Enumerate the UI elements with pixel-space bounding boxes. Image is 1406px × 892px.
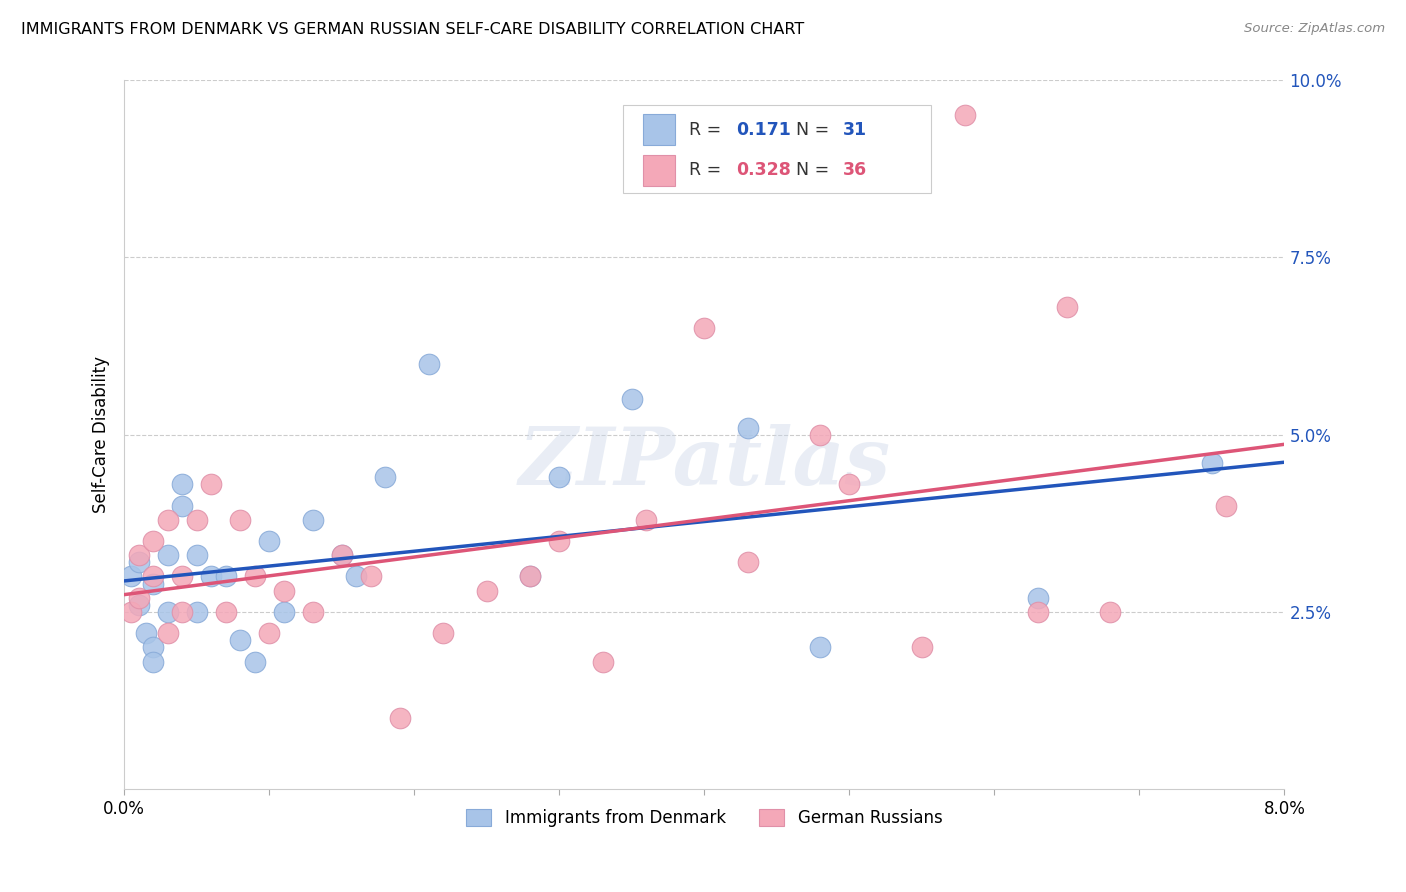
Point — [808, 640, 831, 655]
Point — [200, 477, 222, 491]
Text: 0.171: 0.171 — [735, 120, 790, 138]
Point — [388, 711, 411, 725]
Legend: Immigrants from Denmark, German Russians: Immigrants from Denmark, German Russians — [460, 803, 949, 834]
Point — [360, 569, 382, 583]
Point — [186, 513, 208, 527]
Point — [128, 555, 150, 569]
Point — [200, 569, 222, 583]
Point — [186, 548, 208, 562]
Point — [808, 427, 831, 442]
Point — [548, 470, 571, 484]
Point — [215, 605, 238, 619]
Point — [257, 533, 280, 548]
Point — [128, 591, 150, 605]
Point — [737, 555, 759, 569]
Point — [301, 513, 323, 527]
Point — [229, 633, 252, 648]
Text: Source: ZipAtlas.com: Source: ZipAtlas.com — [1244, 22, 1385, 36]
Text: N =: N = — [796, 120, 835, 138]
Point — [156, 605, 179, 619]
Point — [911, 640, 934, 655]
Point — [1056, 300, 1078, 314]
Point — [1026, 591, 1049, 605]
Point — [519, 569, 541, 583]
Point — [636, 513, 658, 527]
Text: ZIPatlas: ZIPatlas — [519, 425, 890, 501]
Point — [432, 626, 454, 640]
Point — [1201, 456, 1223, 470]
Bar — [643, 114, 675, 145]
Bar — [643, 154, 675, 186]
Point — [135, 626, 157, 640]
Point — [273, 605, 295, 619]
Point — [330, 548, 353, 562]
Point — [548, 533, 571, 548]
Point — [142, 576, 165, 591]
Point — [475, 583, 498, 598]
Point — [172, 569, 194, 583]
Point — [156, 513, 179, 527]
Point — [257, 626, 280, 640]
Y-axis label: Self-Care Disability: Self-Care Disability — [93, 356, 110, 513]
Point — [273, 583, 295, 598]
Point — [838, 477, 860, 491]
Point — [128, 598, 150, 612]
Point — [1215, 499, 1237, 513]
Point — [128, 548, 150, 562]
Point — [620, 392, 643, 406]
Text: R =: R = — [689, 161, 727, 179]
Point — [519, 569, 541, 583]
Point — [693, 321, 716, 335]
Point — [121, 569, 143, 583]
Point — [186, 605, 208, 619]
FancyBboxPatch shape — [623, 104, 931, 194]
Text: R =: R = — [689, 120, 727, 138]
Point — [592, 655, 614, 669]
Text: 31: 31 — [842, 120, 866, 138]
Point — [156, 548, 179, 562]
Point — [1026, 605, 1049, 619]
Point — [229, 513, 252, 527]
Point — [172, 477, 194, 491]
Point — [142, 569, 165, 583]
Point — [142, 640, 165, 655]
Point — [243, 569, 266, 583]
Point — [737, 420, 759, 434]
Point — [156, 626, 179, 640]
Point — [172, 605, 194, 619]
Point — [301, 605, 323, 619]
Text: N =: N = — [796, 161, 835, 179]
Text: 36: 36 — [842, 161, 866, 179]
Point — [121, 605, 143, 619]
Point — [142, 533, 165, 548]
Point — [1099, 605, 1122, 619]
Point — [330, 548, 353, 562]
Point — [172, 499, 194, 513]
Point — [418, 357, 440, 371]
Point — [374, 470, 396, 484]
Point — [142, 655, 165, 669]
Point — [215, 569, 238, 583]
Text: 0.328: 0.328 — [735, 161, 790, 179]
Point — [955, 108, 977, 122]
Point — [243, 655, 266, 669]
Text: IMMIGRANTS FROM DENMARK VS GERMAN RUSSIAN SELF-CARE DISABILITY CORRELATION CHART: IMMIGRANTS FROM DENMARK VS GERMAN RUSSIA… — [21, 22, 804, 37]
Point — [344, 569, 367, 583]
